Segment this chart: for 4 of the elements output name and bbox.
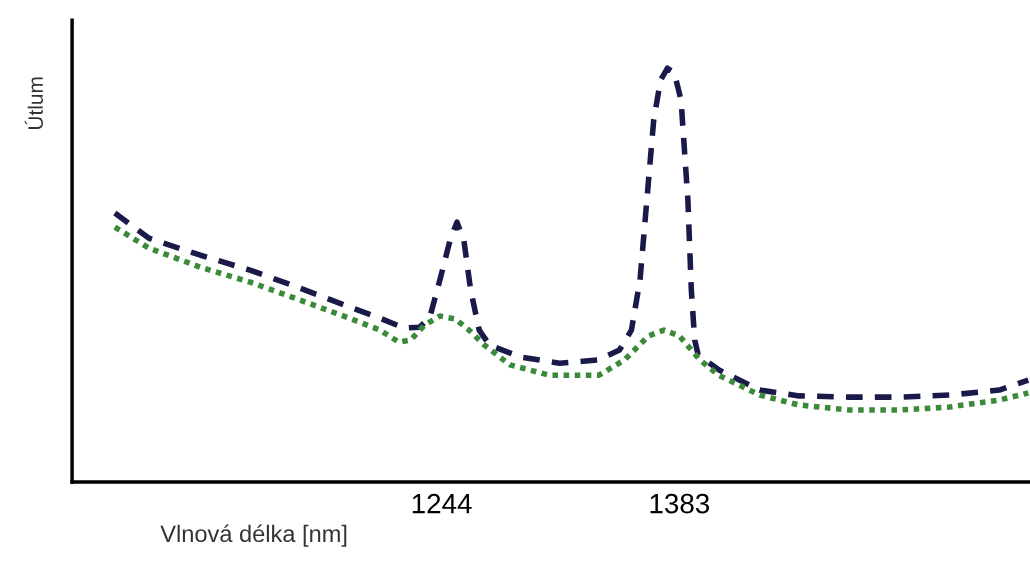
x-axis-title: Vlnová délka [nm] [160, 524, 347, 547]
x-tick-label: 1383 [650, 493, 710, 514]
y-axis-title: Útlum [24, 77, 43, 129]
x-tick-label: 1244 [412, 493, 472, 514]
